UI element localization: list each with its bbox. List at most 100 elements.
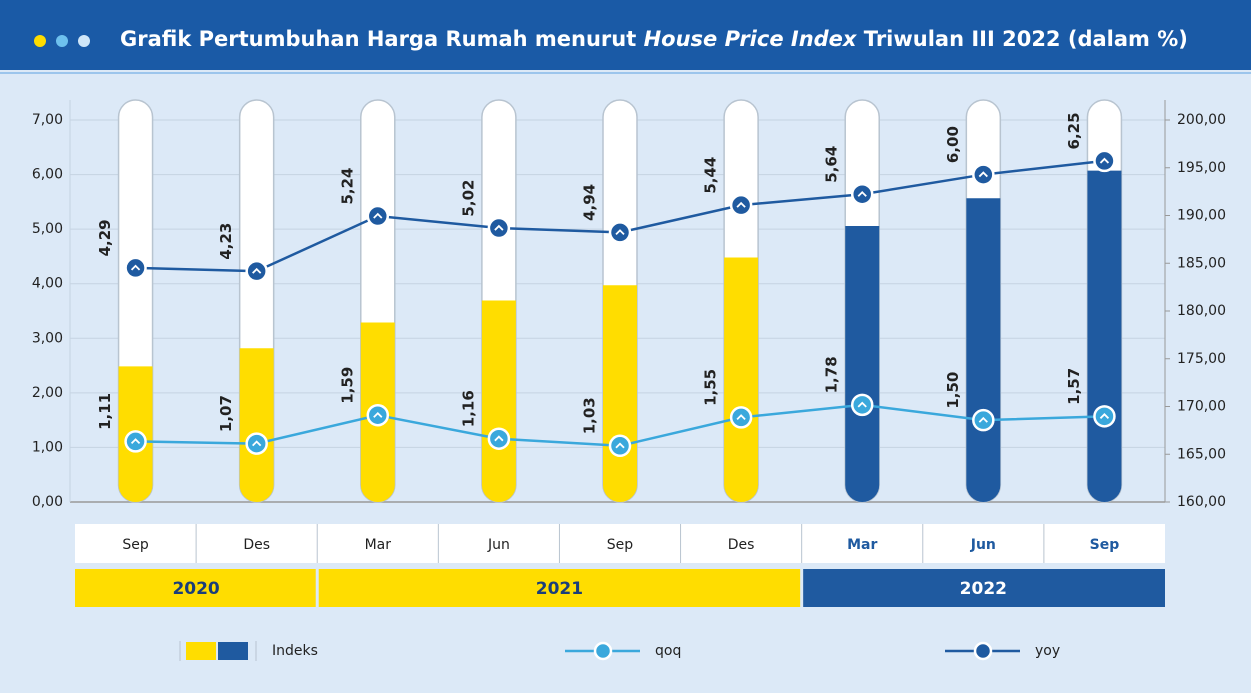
y2-tick-label: 160,00	[1177, 494, 1226, 510]
marker	[972, 408, 995, 432]
bar	[603, 285, 637, 502]
data-label: 1,11	[96, 393, 114, 430]
marker	[1093, 405, 1116, 428]
category-row	[75, 524, 1165, 563]
marker	[124, 430, 147, 453]
y2-tick-label: 190,00	[1177, 208, 1226, 224]
x-tick-label: Jun	[970, 537, 996, 553]
data-label: 6,25	[1065, 112, 1083, 149]
marker-chevron	[373, 411, 383, 418]
y-tick-label: 0,00	[32, 494, 63, 510]
title-part: Grafik Pertumbuhan Harga Rumah menurut	[120, 27, 644, 51]
marker-chevron	[494, 435, 504, 442]
dot	[34, 35, 46, 47]
bar	[481, 300, 516, 503]
bar	[724, 257, 759, 502]
data-label: 5,02	[459, 180, 477, 217]
year-label: 2022	[960, 579, 1007, 599]
marker	[487, 427, 511, 450]
data-label: 1,16	[459, 390, 477, 427]
data-label: 4,94	[581, 184, 599, 221]
x-tick-label: Des	[243, 537, 270, 553]
marker	[1093, 149, 1116, 173]
marker-chevron	[373, 212, 383, 219]
dot	[56, 35, 68, 47]
chart-title: Grafik Pertumbuhan Harga Rumah menurut H…	[120, 27, 1188, 51]
data-label: 1,03	[581, 397, 599, 434]
y2-tick-label: 180,00	[1177, 303, 1226, 319]
y-tick-label: 1,00	[32, 439, 63, 455]
y2-tick-label: 165,00	[1177, 446, 1226, 462]
marker-chevron	[978, 171, 988, 178]
marker-chevron	[857, 190, 867, 197]
marker-chevron	[978, 416, 988, 423]
y-tick-label: 6,00	[32, 167, 63, 183]
x-tick-label: Sep	[607, 537, 634, 553]
x-tick-label: Jun	[487, 537, 510, 553]
data-label: 5,24	[338, 168, 356, 205]
data-label: 1,59	[338, 367, 356, 404]
data-label: 1,55	[702, 369, 720, 406]
bar	[1087, 170, 1122, 503]
x-tick-label: Mar	[847, 537, 877, 553]
marker-chevron	[130, 264, 141, 271]
y-tick-label: 3,00	[32, 330, 63, 346]
marker-chevron	[857, 401, 867, 408]
legend-label: Indeks	[272, 643, 318, 659]
marker-chevron	[252, 440, 262, 447]
legend-marker	[593, 641, 613, 661]
bar	[966, 198, 1001, 502]
marker-chevron	[1099, 157, 1110, 164]
marker-chevron	[615, 442, 625, 449]
year-label: 2021	[536, 579, 583, 599]
marker	[487, 216, 511, 240]
marker	[124, 256, 147, 280]
marker-chevron	[736, 201, 746, 208]
marker	[366, 204, 390, 228]
title-part: House Price Index	[644, 27, 858, 51]
y2-tick-label: 175,00	[1177, 351, 1226, 367]
marker-chevron	[130, 438, 141, 445]
year-group	[803, 569, 1165, 607]
data-label: 1,78	[823, 356, 841, 393]
marker	[729, 193, 753, 217]
year-group	[318, 569, 801, 607]
legend-label: qoq	[655, 643, 681, 659]
marker	[366, 403, 390, 427]
marker	[245, 259, 268, 283]
y-tick-label: 5,00	[32, 221, 63, 237]
y2-tick-label: 185,00	[1177, 255, 1226, 271]
marker	[608, 221, 632, 244]
marker	[729, 406, 753, 429]
marker-chevron	[494, 224, 504, 231]
bar	[239, 348, 274, 502]
y-tick-label: 2,00	[32, 385, 63, 401]
marker	[850, 393, 874, 417]
data-label: 5,44	[702, 157, 720, 194]
marker-chevron	[1099, 413, 1110, 419]
y-tick-label: 7,00	[32, 112, 63, 128]
marker	[245, 432, 268, 455]
data-label: 4,29	[96, 219, 114, 256]
x-tick-label: Sep	[1090, 537, 1120, 553]
legend-swatch	[218, 642, 248, 660]
x-tick-label: Mar	[365, 537, 392, 553]
data-label: 1,50	[944, 372, 962, 409]
data-label: 1,57	[1065, 368, 1083, 405]
marker-chevron	[615, 229, 625, 236]
marker	[972, 163, 995, 186]
header	[0, 0, 1251, 70]
year-group	[75, 569, 316, 607]
marker-chevron	[736, 414, 746, 421]
bar	[845, 226, 880, 502]
legend-label: yoy	[1035, 643, 1060, 659]
y-tick-label: 4,00	[32, 276, 63, 292]
marker	[608, 434, 632, 458]
data-label: 1,07	[217, 395, 235, 432]
year-label: 2020	[172, 579, 219, 599]
y2-tick-label: 195,00	[1177, 160, 1226, 176]
y2-tick-label: 170,00	[1177, 399, 1226, 415]
x-tick-label: Des	[728, 537, 755, 553]
x-tick-label: Sep	[122, 537, 149, 553]
